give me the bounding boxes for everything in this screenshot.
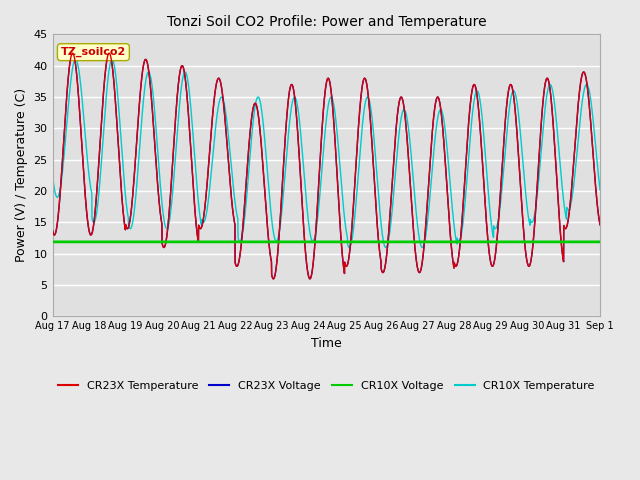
Text: TZ_soilco2: TZ_soilco2 <box>61 47 126 57</box>
X-axis label: Time: Time <box>311 337 342 350</box>
Y-axis label: Power (V) / Temperature (C): Power (V) / Temperature (C) <box>15 88 28 263</box>
Legend: CR23X Temperature, CR23X Voltage, CR10X Voltage, CR10X Temperature: CR23X Temperature, CR23X Voltage, CR10X … <box>53 377 599 396</box>
Title: Tonzi Soil CO2 Profile: Power and Temperature: Tonzi Soil CO2 Profile: Power and Temper… <box>166 15 486 29</box>
